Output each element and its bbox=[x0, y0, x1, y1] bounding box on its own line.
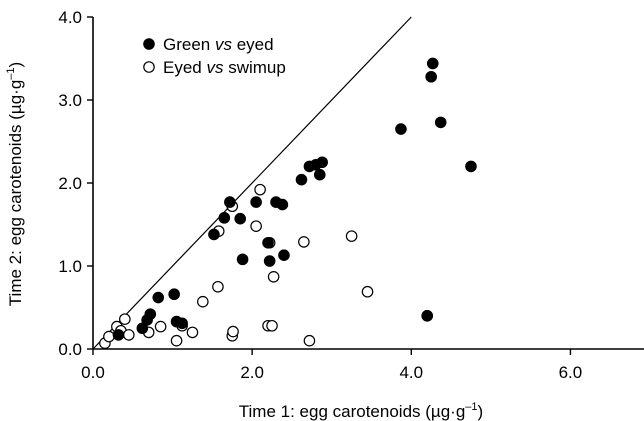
y-tick-label: 2.0 bbox=[58, 174, 82, 193]
data-point-green-vs-eyed bbox=[152, 291, 165, 304]
data-point-green-vs-eyed bbox=[168, 288, 180, 301]
data-point-green-vs-eyed bbox=[208, 228, 220, 241]
data-point-eyed-vs-swimup bbox=[250, 220, 262, 232]
legend: Green vs eyed Eyed vs swimup bbox=[143, 35, 286, 77]
legend-label-green-vs-eyed: Green vs eyed bbox=[163, 35, 274, 54]
data-point-green-vs-eyed bbox=[250, 196, 262, 208]
data-point-green-vs-eyed bbox=[425, 70, 437, 83]
y-axis-ticks: 0.0 1.0 2.0 3.0 4.0 bbox=[58, 8, 93, 359]
data-point-green-vs-eyed bbox=[224, 196, 236, 208]
data-point-eyed-vs-swimup bbox=[266, 319, 278, 332]
legend-label-1-post: swimup bbox=[223, 58, 285, 77]
legend-label-0-em: vs bbox=[215, 35, 233, 54]
legend-open-circle-icon bbox=[143, 61, 155, 73]
data-point-eyed-vs-swimup bbox=[197, 295, 209, 308]
data-point-green-vs-eyed bbox=[176, 317, 188, 330]
legend-label-1-em: vs bbox=[206, 58, 224, 77]
x-tick-label: 2.0 bbox=[240, 363, 264, 382]
data-point-eyed-vs-swimup bbox=[345, 230, 358, 242]
data-point-eyed-vs-swimup bbox=[303, 334, 316, 347]
data-point-eyed-vs-swimup bbox=[267, 270, 280, 283]
data-point-eyed-vs-swimup bbox=[123, 329, 135, 341]
one-to-one-reference-line bbox=[92, 16, 412, 350]
data-point-green-vs-eyed bbox=[316, 156, 328, 169]
x-axis-ticks: 0.0 2.0 4.0 6.0 bbox=[81, 349, 582, 382]
legend-label-1-pre: Eyed bbox=[163, 58, 206, 77]
data-point-green-vs-eyed bbox=[421, 309, 433, 322]
data-point-eyed-vs-swimup bbox=[103, 330, 115, 343]
data-point-eyed-vs-swimup bbox=[298, 236, 310, 248]
data-point-eyed-vs-swimup bbox=[119, 313, 131, 325]
x-axis-title: Time 1: egg carotenoids (µg·g–1) bbox=[239, 401, 483, 421]
data-point-green-vs-eyed bbox=[278, 249, 290, 262]
y-tick-label: 3.0 bbox=[58, 91, 82, 110]
data-point-green-vs-eyed bbox=[236, 253, 249, 266]
y-axis-title: Time 2: egg carotenoids (µg·g–1) bbox=[5, 62, 25, 306]
x-axis-title-post: ) bbox=[478, 402, 484, 421]
legend-label-eyed-vs-swimup: Eyed vs swimup bbox=[163, 58, 286, 77]
y-tick-label: 4.0 bbox=[58, 8, 82, 27]
x-axis-title-sup: –1 bbox=[465, 401, 477, 413]
data-point-eyed-vs-swimup bbox=[170, 334, 183, 347]
data-point-green-vs-eyed bbox=[426, 57, 439, 70]
y-tick-label: 1.0 bbox=[58, 257, 82, 276]
data-point-eyed-vs-swimup bbox=[186, 326, 199, 339]
data-point-green-vs-eyed bbox=[144, 308, 157, 320]
data-point-eyed-vs-swimup bbox=[154, 320, 167, 333]
data-point-green-vs-eyed bbox=[434, 116, 447, 129]
data-point-green-vs-eyed bbox=[276, 198, 289, 211]
data-point-eyed-vs-swimup bbox=[361, 285, 374, 298]
plot-area: 0.0 2.0 4.0 6.0 0.0 1.0 2.0 3.0 4.0 bbox=[58, 8, 644, 382]
data-point-eyed-vs-swimup bbox=[212, 280, 224, 293]
data-point-green-vs-eyed bbox=[465, 160, 477, 173]
x-axis-title-pre: Time 1: egg carotenoids (µg·g bbox=[239, 402, 466, 421]
x-tick-label: 0.0 bbox=[81, 363, 105, 382]
data-point-green-vs-eyed bbox=[395, 123, 407, 135]
legend-label-0-pre: Green bbox=[163, 35, 215, 54]
y-axis-title-pre: Time 2: egg carotenoids (µg·g bbox=[6, 80, 25, 307]
data-point-green-vs-eyed bbox=[262, 236, 274, 249]
data-point-green-vs-eyed bbox=[295, 173, 308, 186]
data-point-green-vs-eyed bbox=[218, 212, 231, 224]
data-points bbox=[99, 57, 477, 349]
data-point-green-vs-eyed bbox=[263, 255, 276, 267]
data-point-green-vs-eyed bbox=[234, 212, 247, 225]
legend-label-0-post: eyed bbox=[232, 35, 274, 54]
y-axis-title-sup: –1 bbox=[5, 67, 17, 79]
data-point-green-vs-eyed bbox=[313, 168, 326, 181]
legend-filled-circle-icon bbox=[143, 38, 155, 50]
data-point-green-vs-eyed bbox=[112, 329, 125, 341]
x-tick-label: 6.0 bbox=[559, 363, 583, 382]
data-point-eyed-vs-swimup bbox=[227, 325, 239, 338]
y-tick-label: 0.0 bbox=[58, 340, 82, 359]
y-axis-title-post: ) bbox=[6, 62, 25, 68]
data-point-eyed-vs-swimup bbox=[254, 183, 266, 196]
x-tick-label: 4.0 bbox=[399, 363, 423, 382]
